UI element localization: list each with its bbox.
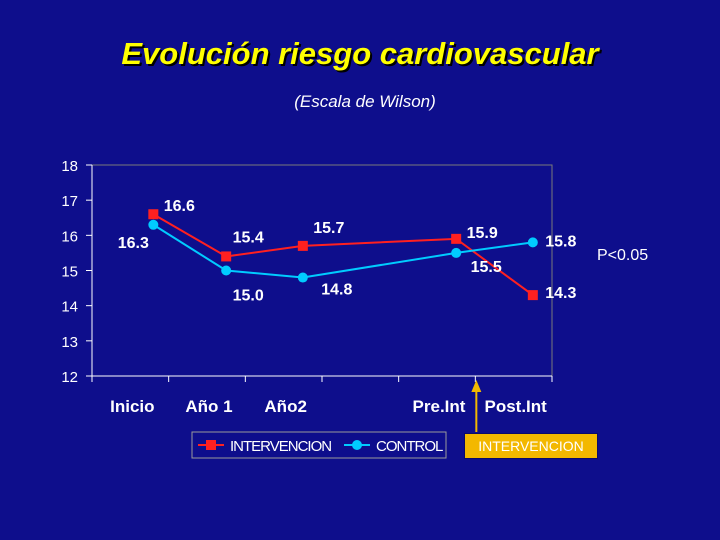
y-tick-label: 12 xyxy=(61,369,78,386)
data-label: 16.6 xyxy=(164,198,195,215)
data-point-intervencion xyxy=(297,240,308,251)
y-tick-label: 16 xyxy=(61,228,78,245)
data-label: 15.5 xyxy=(471,259,502,276)
data-label: 15.0 xyxy=(233,288,264,305)
data-point-intervencion xyxy=(148,209,159,220)
y-tick-label: 18 xyxy=(61,158,78,175)
data-label: 15.4 xyxy=(233,229,264,246)
data-label: 16.3 xyxy=(118,235,149,252)
data-point-control xyxy=(148,219,159,230)
data-label: 14.3 xyxy=(545,285,576,302)
annotation-arrow-head xyxy=(471,380,482,392)
legend-marker xyxy=(206,440,216,450)
y-tick-label: 15 xyxy=(61,264,78,281)
data-point-control xyxy=(297,272,308,283)
x-tick-label: Año 1 xyxy=(185,397,232,416)
data-label: 15.9 xyxy=(467,225,498,242)
x-tick-label: Pre.Int xyxy=(413,397,466,416)
chart-title: Evolución riesgo cardiovascular xyxy=(121,36,599,71)
y-tick-label: 14 xyxy=(61,299,78,316)
data-point-control xyxy=(527,237,538,248)
legend-entry: CONTROL xyxy=(376,438,443,455)
legend-marker xyxy=(352,440,362,450)
x-tick-label: Año2 xyxy=(264,397,307,416)
x-tick-label: Inicio xyxy=(110,397,154,416)
x-tick-label: Post.Int xyxy=(484,397,547,416)
data-point-control xyxy=(221,265,232,276)
data-label: 15.7 xyxy=(313,220,344,237)
legend-box xyxy=(191,431,447,459)
data-point-intervencion xyxy=(221,251,232,262)
y-tick-label: 13 xyxy=(61,334,78,351)
data-point-intervencion xyxy=(527,290,538,301)
y-tick-label: 17 xyxy=(61,193,78,210)
chart-subtitle: (Escala de Wilson) xyxy=(294,92,436,111)
p-value-annotation: P<0.05 xyxy=(597,247,649,264)
data-label: 14.8 xyxy=(321,282,352,299)
legend-entry: INTERVENCION xyxy=(230,438,331,455)
data-point-control xyxy=(451,247,462,258)
data-point-intervencion xyxy=(451,233,462,244)
intervention-annotation-box: INTERVENCION xyxy=(464,433,598,459)
data-label: 15.8 xyxy=(545,233,576,250)
